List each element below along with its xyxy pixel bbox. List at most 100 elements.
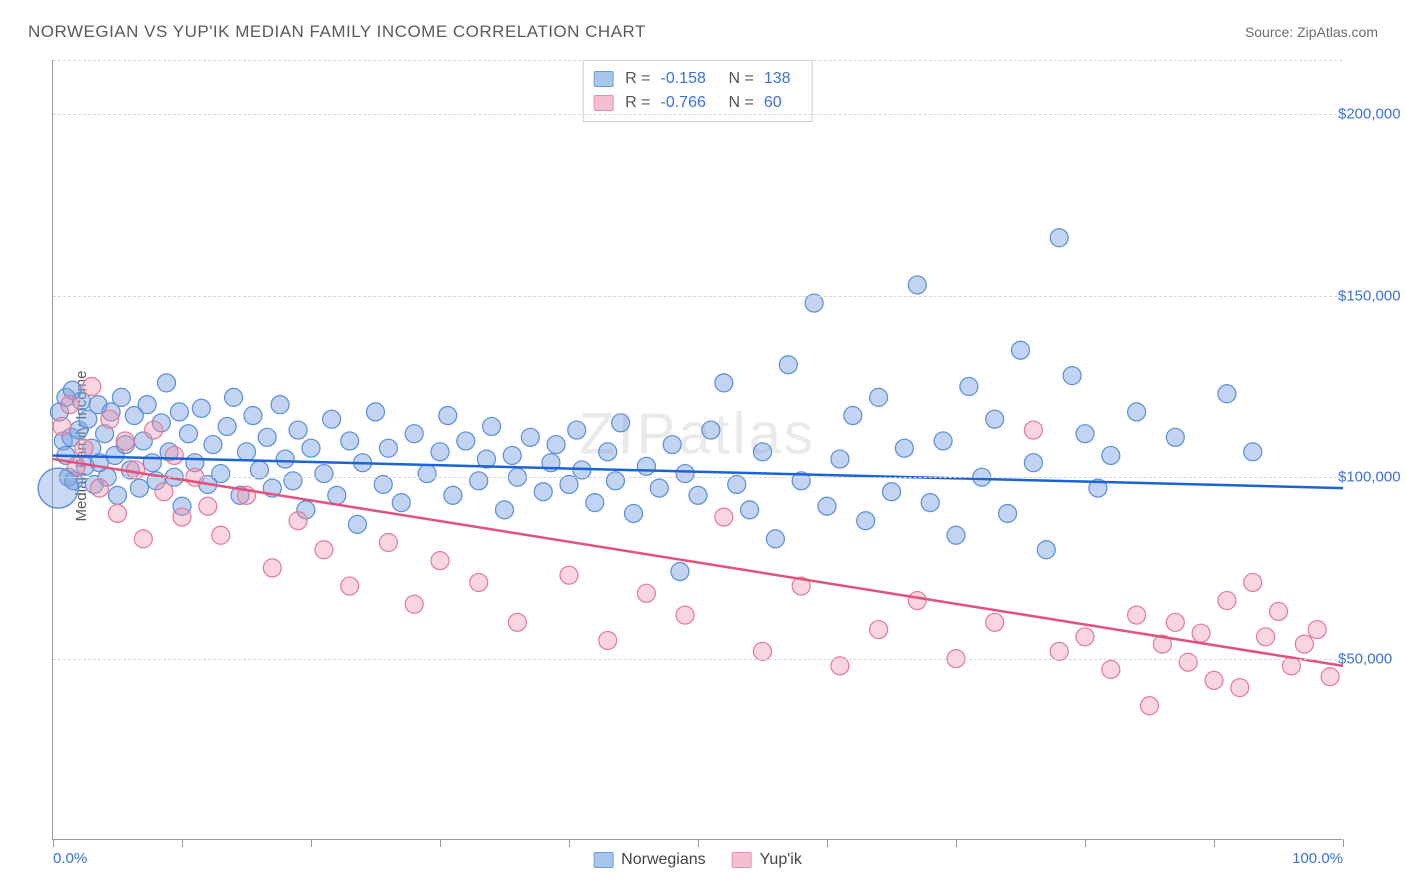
data-point-norwegians: [328, 486, 346, 504]
data-point-norwegians: [271, 396, 289, 414]
data-point-norwegians: [857, 512, 875, 530]
data-point-norwegians: [1218, 385, 1236, 403]
data-point-norwegians: [702, 421, 720, 439]
legend-swatch: [593, 71, 613, 87]
data-point-yupik: [134, 530, 152, 548]
data-point-norwegians: [1012, 341, 1030, 359]
data-point-norwegians: [1102, 446, 1120, 464]
data-point-yupik: [560, 566, 578, 584]
data-point-yupik: [405, 595, 423, 613]
data-point-yupik: [870, 621, 888, 639]
data-point-yupik: [1270, 602, 1288, 620]
data-point-norwegians: [741, 501, 759, 519]
data-point-yupik: [145, 421, 163, 439]
x-tick-label: 100.0%: [1292, 850, 1343, 867]
data-point-norwegians: [109, 486, 127, 504]
data-point-norwegians: [960, 378, 978, 396]
data-point-norwegians: [779, 356, 797, 374]
data-point-yupik: [315, 541, 333, 559]
data-point-norwegians: [883, 483, 901, 501]
data-point-yupik: [1128, 606, 1146, 624]
data-point-norwegians: [225, 388, 243, 406]
r-value: -0.158: [661, 67, 717, 91]
data-point-norwegians: [1037, 541, 1055, 559]
data-point-norwegians: [192, 399, 210, 417]
data-point-yupik: [676, 606, 694, 624]
data-point-norwegians: [1128, 403, 1146, 421]
data-point-norwegians: [637, 457, 655, 475]
data-point-norwegians: [341, 432, 359, 450]
data-point-norwegians: [392, 494, 410, 512]
data-point-norwegians: [348, 515, 366, 533]
data-point-norwegians: [1166, 428, 1184, 446]
data-point-yupik: [470, 573, 488, 591]
data-point-yupik: [1166, 613, 1184, 631]
r-label: R =: [625, 67, 650, 91]
r-label: R =: [625, 91, 650, 115]
data-point-norwegians: [689, 486, 707, 504]
data-point-yupik: [986, 613, 1004, 631]
trendline-norwegians: [53, 455, 1343, 488]
data-point-yupik: [1244, 573, 1262, 591]
data-point-norwegians: [766, 530, 784, 548]
data-point-yupik: [1231, 679, 1249, 697]
data-point-norwegians: [612, 414, 630, 432]
data-point-norwegians: [218, 417, 236, 435]
data-point-norwegians: [934, 432, 952, 450]
data-point-norwegians: [1076, 425, 1094, 443]
data-point-norwegians: [315, 465, 333, 483]
x-tick: [569, 839, 570, 847]
data-point-norwegians: [1050, 229, 1068, 247]
data-point-norwegians: [367, 403, 385, 421]
data-point-large: [38, 468, 78, 508]
x-tick: [1085, 839, 1086, 847]
data-point-norwegians: [844, 407, 862, 425]
correlation-legend: R =-0.158N =138R =-0.766N =60: [582, 60, 813, 122]
data-point-norwegians: [831, 450, 849, 468]
chart-header: NORWEGIAN VS YUP'IK MEDIAN FAMILY INCOME…: [28, 22, 1378, 42]
data-point-norwegians: [1024, 454, 1042, 472]
data-point-norwegians: [130, 479, 148, 497]
data-point-norwegians: [179, 425, 197, 443]
data-point-yupik: [908, 592, 926, 610]
data-point-norwegians: [323, 410, 341, 428]
x-tick: [440, 839, 441, 847]
data-point-yupik: [1308, 621, 1326, 639]
gridline: [53, 114, 1342, 115]
data-point-yupik: [155, 483, 173, 501]
x-tick: [182, 839, 183, 847]
data-point-norwegians: [170, 403, 188, 421]
x-tick: [1214, 839, 1215, 847]
data-point-norwegians: [606, 472, 624, 490]
data-point-norwegians: [431, 443, 449, 461]
x-tick: [311, 839, 312, 847]
data-point-yupik: [212, 526, 230, 544]
n-value: 60: [764, 91, 798, 115]
data-point-norwegians: [818, 497, 836, 515]
data-point-yupik: [90, 479, 108, 497]
data-point-norwegians: [483, 417, 501, 435]
legend-label: Yup'ik: [760, 851, 802, 869]
gridline: [53, 296, 1342, 297]
data-point-norwegians: [908, 276, 926, 294]
data-point-norwegians: [143, 454, 161, 472]
data-point-norwegians: [258, 428, 276, 446]
data-point-yupik: [61, 396, 79, 414]
data-point-yupik: [1257, 628, 1275, 646]
data-point-yupik: [379, 534, 397, 552]
data-point-norwegians: [244, 407, 262, 425]
data-point-yupik: [289, 512, 307, 530]
data-point-norwegians: [379, 439, 397, 457]
y-tick-label: $200,000: [1338, 106, 1406, 123]
data-point-yupik: [101, 410, 119, 428]
data-point-norwegians: [212, 465, 230, 483]
data-point-norwegians: [547, 436, 565, 454]
data-point-norwegians: [671, 563, 689, 581]
data-point-norwegians: [444, 486, 462, 504]
data-point-yupik: [341, 577, 359, 595]
data-point-yupik: [1076, 628, 1094, 646]
data-point-norwegians: [302, 439, 320, 457]
n-label: N =: [729, 67, 754, 91]
data-point-norwegians: [204, 436, 222, 454]
data-point-yupik: [1321, 668, 1339, 686]
